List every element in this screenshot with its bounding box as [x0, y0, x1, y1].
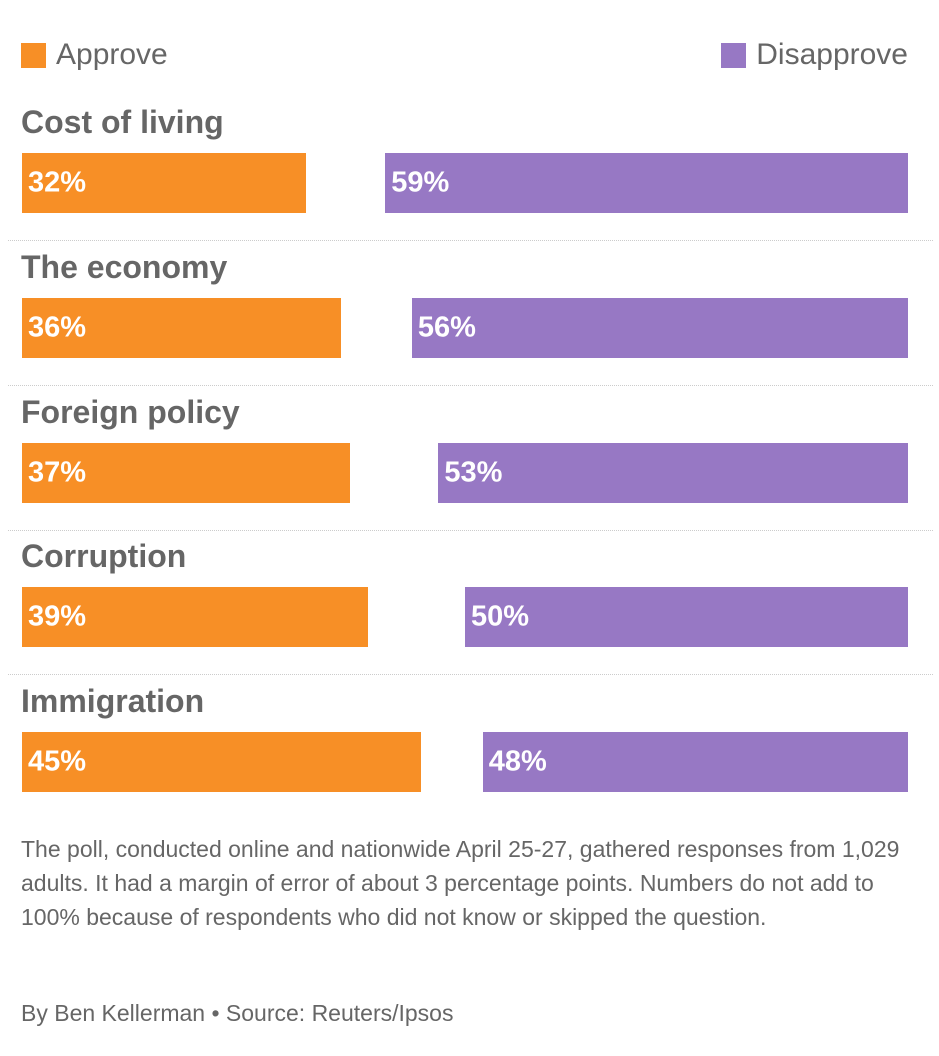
category-label-the-economy: The economy [21, 248, 228, 285]
approve-bar-cost-of-living: 32% [22, 153, 306, 213]
row-divider [8, 674, 933, 676]
legend-disapprove-label: Disapprove [756, 38, 908, 71]
disapprove-bar-corruption: 50% [465, 587, 908, 648]
legend-approve-swatch [21, 42, 46, 68]
disapprove-value-label: 56% [417, 311, 476, 344]
row-divider [8, 529, 933, 531]
approve-bar-foreign-policy: 37% [22, 442, 350, 503]
approve-value-label: 39% [28, 600, 87, 633]
disapprove-bar-foreign-policy: 53% [438, 442, 908, 503]
approval-bar-chart: Cost of living 32% 59% The economy 36% 56% For… [8, 104, 933, 793]
disapprove-value-label: 59% [391, 166, 450, 199]
approve-value-label: 37% [28, 456, 87, 489]
byline: By Ben Kellerman • Source: Reuters/Ipsos [21, 1000, 454, 1026]
disapprove-bar-the-economy: 56% [411, 297, 908, 358]
category-label-corruption: Corruption [21, 538, 187, 575]
approve-bar-corruption: 39% [22, 587, 368, 648]
row-divider [8, 240, 933, 241]
disapprove-value-label: 50% [471, 600, 530, 633]
row-divider [8, 384, 933, 386]
disapprove-value-label: 48% [488, 745, 547, 778]
disapprove-bar-cost-of-living: 59% [385, 153, 908, 213]
category-label-cost-of-living: Cost of living [21, 104, 224, 140]
legend-approve: Approve [21, 38, 168, 72]
category-label-foreign-policy: Foreign policy [21, 393, 240, 430]
legend-disapprove-swatch [721, 42, 747, 68]
approve-value-label: 32% [28, 166, 87, 199]
disapprove-value-label: 53% [444, 456, 503, 489]
footnote: The poll, conducted online and nationwid… [21, 836, 900, 930]
category-label-immigration: Immigration [21, 683, 205, 720]
approve-value-label: 45% [28, 745, 87, 778]
disapprove-bar-immigration: 48% [482, 732, 908, 793]
legend-approve-label: Approve [56, 38, 168, 71]
approve-bar-immigration: 45% [22, 732, 421, 793]
approve-value-label: 36% [28, 311, 87, 344]
legend-disapprove: Disapprove [721, 38, 908, 72]
approve-bar-the-economy: 36% [22, 297, 341, 358]
